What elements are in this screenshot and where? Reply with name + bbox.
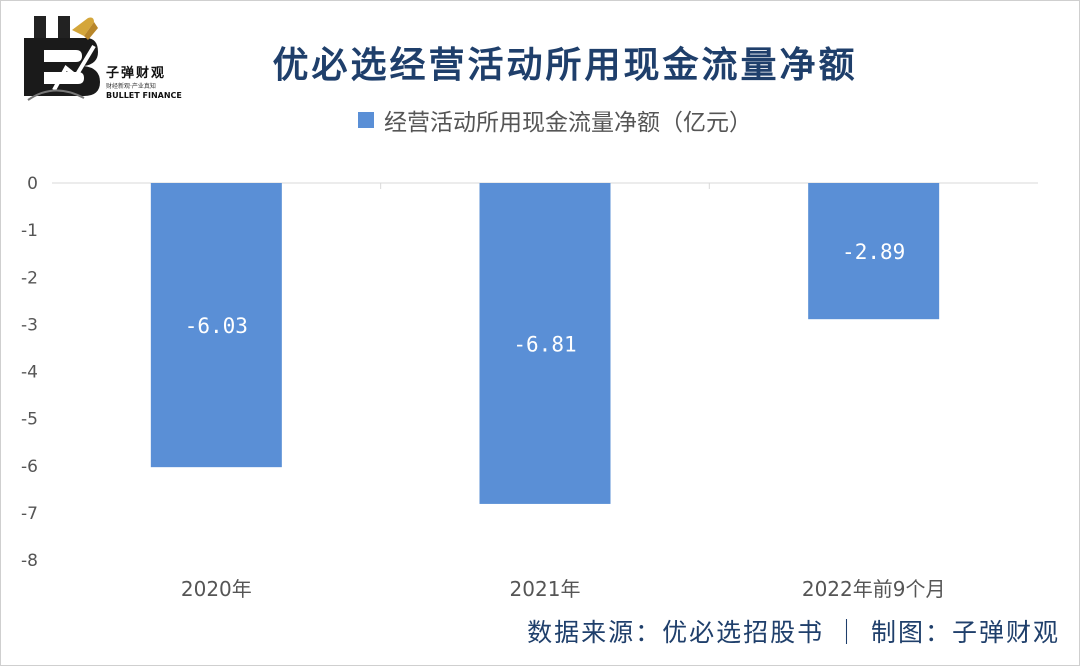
y-tick-label: -6 [21, 457, 38, 477]
y-tick-label: -3 [21, 315, 38, 335]
legend-swatch [358, 112, 374, 128]
x-tick-label-2: 2021年 [510, 577, 581, 601]
data-label-3: -2.89 [842, 240, 905, 264]
y-tick-label: -4 [21, 363, 38, 383]
data-label-1: -6.03 [185, 314, 248, 338]
y-tick-label: -5 [21, 410, 38, 430]
bullet-logo-icon [24, 16, 100, 101]
x-tick-label-3: 2022年前9个月 [802, 577, 946, 601]
legend-label: 经营活动所用现金流量净额（亿元） [384, 110, 752, 136]
logo-tagline: 财经新观·产业真知 [106, 83, 156, 90]
bullet-finance-logo: 子弹财观 财经新观·产业真知 BULLET FINANCE [14, 12, 182, 104]
bar-3 [808, 183, 940, 320]
y-tick-label: -2 [21, 268, 38, 288]
bar-1 [150, 183, 282, 468]
logo-name-en: BULLET FINANCE [106, 91, 182, 100]
legend: 经营活动所用现金流量净额（亿元） [358, 106, 752, 136]
y-tick-label: -7 [21, 504, 38, 524]
y-tick-label: -8 [21, 551, 38, 571]
chart-title: 优必选经营活动所用现金流量净额 [272, 45, 858, 86]
x-tick-label-1: 2020年 [181, 577, 252, 601]
y-tick-label: -1 [21, 221, 38, 241]
source-note: 数据来源：优必选招股书 ｜ 制图：子弹财观 [527, 618, 1060, 647]
logo-name-cn: 子弹财观 [106, 66, 167, 81]
data-label-2: -6.81 [513, 332, 576, 356]
y-tick-label: 0 [27, 174, 38, 194]
bar-2 [479, 183, 611, 504]
